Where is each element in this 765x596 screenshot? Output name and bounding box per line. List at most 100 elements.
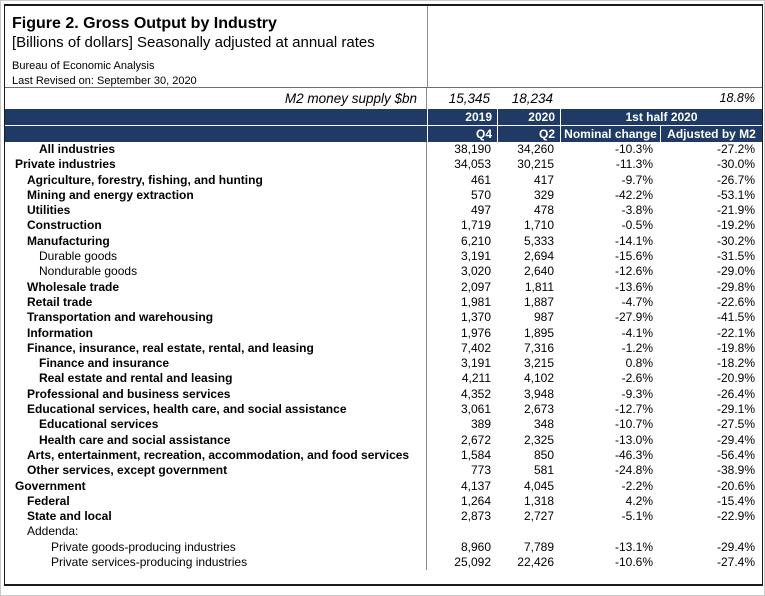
source-label: Bureau of Economic Analysis bbox=[12, 60, 155, 72]
cell-adjusted-by-m2: -29.1% bbox=[716, 402, 755, 417]
cell-nominal-change: -10.7% bbox=[614, 417, 653, 432]
cell-nominal-change: -15.6% bbox=[614, 249, 653, 264]
cell-adjusted-by-m2 bbox=[660, 524, 762, 539]
row-label: Transportation and warehousing bbox=[5, 310, 427, 326]
row-label: Professional and business services bbox=[5, 386, 427, 403]
m2-q2-2020-value: 18,234 bbox=[511, 91, 553, 106]
table-row: Manufacturing 6,210 5,333 -14.1% -30.2% bbox=[5, 233, 762, 250]
table-row: Durable goods 3,191 2,694 -15.6% -31.5% bbox=[5, 249, 762, 265]
table-row: Federal 1,264 1,318 4.2% -15.4% bbox=[5, 493, 762, 510]
cell-adjusted-by-m2: -15.4% bbox=[716, 493, 755, 508]
row-label: Construction bbox=[5, 218, 427, 234]
cell-nominal-change bbox=[560, 524, 660, 539]
table-row: Mining and energy extraction 570 329 -42.2%… bbox=[5, 187, 762, 204]
cell-q2-2020: 987 bbox=[533, 310, 554, 325]
row-label: Information bbox=[5, 325, 427, 341]
col-header-2019: 2019 bbox=[427, 109, 497, 125]
cell-adjusted-by-m2: -29.0% bbox=[716, 264, 755, 279]
cell-q4-2019: 1,370 bbox=[460, 310, 491, 325]
cell-q4-2019: 7,402 bbox=[460, 340, 491, 355]
row-label: Educational services bbox=[5, 417, 427, 433]
cell-nominal-change: -12.7% bbox=[614, 402, 653, 417]
table-row: Private services-producing industries 25,… bbox=[5, 555, 762, 571]
table-row: Professional and business services 4,352 3… bbox=[5, 386, 762, 403]
row-label: Educational services, health care, and s… bbox=[5, 402, 427, 418]
table-frame: Figure 2. Gross Output by Industry [Bill… bbox=[4, 4, 763, 586]
row-label: Wholesale trade bbox=[5, 279, 427, 295]
cell-q4-2019: 4,211 bbox=[461, 371, 491, 386]
cell-nominal-change: -5.1% bbox=[621, 509, 653, 524]
row-label: State and local bbox=[5, 509, 427, 525]
header-blank-cell bbox=[5, 126, 427, 142]
col-header-q4: Q4 bbox=[427, 126, 497, 142]
row-label: Manufacturing bbox=[5, 233, 427, 250]
cell-q2-2020: 2,640 bbox=[523, 264, 554, 279]
cell-q2-2020: 581 bbox=[533, 463, 554, 478]
cell-q4-2019: 2,097 bbox=[460, 279, 491, 294]
cell-q4-2019: 3,061 bbox=[460, 402, 491, 417]
table-row: Private industries 34,053 30,215 -11.3% -30.… bbox=[5, 157, 762, 173]
cell-q4-2019: 461 bbox=[470, 172, 491, 187]
cell-nominal-change: -11.3% bbox=[615, 157, 653, 172]
cell-nominal-change: -27.9% bbox=[614, 310, 653, 325]
cell-nominal-change: -13.1% bbox=[614, 539, 653, 554]
cell-adjusted-by-m2: -22.1% bbox=[716, 325, 755, 340]
cell-nominal-change: -9.7% bbox=[621, 172, 653, 187]
cell-q2-2020: 478 bbox=[533, 203, 554, 218]
cell-adjusted-by-m2: -53.1% bbox=[716, 187, 755, 202]
cell-q2-2020: 850 bbox=[533, 447, 554, 462]
cell-q4-2019: 3,191 bbox=[460, 356, 491, 371]
table-row: Other services, except government 773 581 -… bbox=[5, 463, 762, 479]
cell-q4-2019: 2,672 bbox=[460, 432, 491, 447]
table-row: Transportation and warehousing 1,370 987 -2… bbox=[5, 310, 762, 326]
cell-adjusted-by-m2: -41.5% bbox=[716, 310, 755, 325]
cell-nominal-change: -46.3% bbox=[614, 447, 653, 462]
row-label: Agriculture, forestry, fishing, and hunt… bbox=[5, 172, 427, 188]
cell-q2-2020: 1,895 bbox=[523, 325, 554, 340]
cell-nominal-change: 0.8% bbox=[625, 356, 653, 371]
cell-q2-2020: 4,045 bbox=[523, 478, 554, 493]
cell-q2-2020: 1,887 bbox=[523, 294, 554, 309]
cell-q2-2020: 2,325 bbox=[523, 432, 554, 447]
cell-adjusted-by-m2: -21.9% bbox=[716, 203, 755, 218]
header-blank-cell bbox=[5, 109, 427, 125]
row-label: Retail trade bbox=[5, 294, 427, 311]
cell-nominal-change: -14.1% bbox=[614, 233, 653, 248]
row-label: Nondurable goods bbox=[5, 264, 427, 280]
cell-q4-2019: 4,137 bbox=[460, 478, 491, 493]
cell-adjusted-by-m2: -20.9% bbox=[716, 371, 755, 386]
cell-nominal-change: -4.1% bbox=[621, 325, 653, 340]
table-row: Retail trade 1,981 1,887 -4.7% -22.6% bbox=[5, 294, 762, 311]
row-label: Other services, except government bbox=[5, 463, 427, 479]
cell-q2-2020 bbox=[497, 524, 560, 539]
cell-nominal-change: -13.0% bbox=[614, 432, 653, 447]
cell-q2-2020: 348 bbox=[533, 417, 554, 432]
col-header-q2: Q2 bbox=[497, 126, 560, 142]
cell-q4-2019: 38,190 bbox=[454, 142, 491, 156]
table-row: Wholesale trade 2,097 1,811 -13.6% -29.8% bbox=[5, 279, 762, 295]
title-area: Figure 2. Gross Output by Industry [Bill… bbox=[5, 6, 762, 87]
cell-adjusted-by-m2: -26.4% bbox=[716, 386, 755, 401]
figure-subtitle: [Billions of dollars] Seasonally adjuste… bbox=[12, 34, 375, 51]
cell-adjusted-by-m2: -27.5% bbox=[716, 417, 755, 432]
table-row: Educational services, health care, and s… bbox=[5, 402, 762, 418]
m2-money-supply-row: M2 money supply $bn 15,345 18,234 18.8% bbox=[5, 87, 762, 109]
row-label: Durable goods bbox=[5, 249, 427, 265]
cell-q2-2020: 2,694 bbox=[523, 249, 554, 264]
cell-q2-2020: 30,215 bbox=[517, 157, 554, 172]
cell-q2-2020: 329 bbox=[533, 187, 554, 202]
table-row: Finance, insurance, real estate, rental,… bbox=[5, 340, 762, 357]
table-row: Addenda: bbox=[5, 524, 762, 540]
cell-q4-2019: 4,352 bbox=[460, 386, 491, 401]
cell-adjusted-by-m2: -26.7% bbox=[716, 172, 755, 187]
cell-adjusted-by-m2: -27.2% bbox=[716, 142, 755, 156]
table-row: All industries 38,190 34,260 -10.3% -27.2% bbox=[5, 142, 762, 158]
cell-q2-2020: 7,789 bbox=[523, 539, 554, 554]
cell-nominal-change: -13.6% bbox=[614, 279, 653, 294]
table-row: Utilities 497 478 -3.8% -21.9% bbox=[5, 203, 762, 219]
table-row: Construction 1,719 1,710 -0.5% -19.2% bbox=[5, 218, 762, 234]
table-row: Information 1,976 1,895 -4.1% -22.1% bbox=[5, 325, 762, 341]
cell-q2-2020: 7,316 bbox=[523, 340, 554, 355]
row-label: Arts, entertainment, recreation, accommo… bbox=[5, 447, 427, 464]
